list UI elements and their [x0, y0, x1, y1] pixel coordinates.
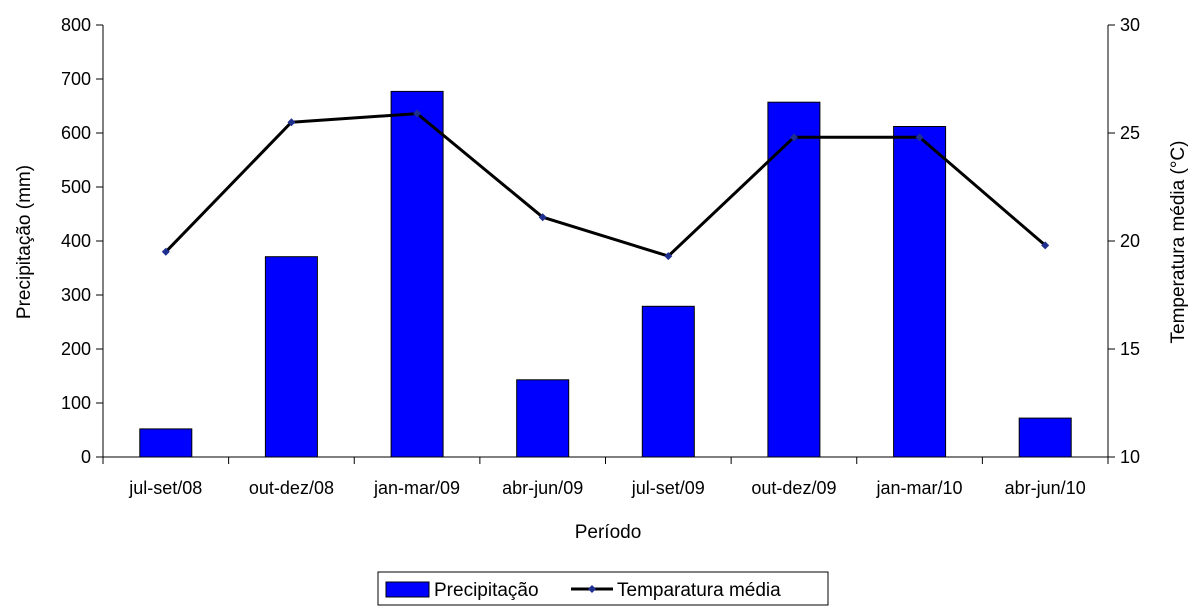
right-tick-label-0: 10: [1120, 447, 1140, 467]
bar-7: [1019, 418, 1071, 457]
bar-1: [265, 257, 317, 457]
x-tick-label-5: out-dez/09: [751, 478, 836, 498]
x-tick-label-3: abr-jun/09: [502, 478, 583, 498]
left-tick-label-5: 500: [61, 177, 91, 197]
legend-label-temperatura: Temparatura média: [617, 580, 781, 601]
left-tick-label-4: 400: [61, 231, 91, 251]
bar-6: [894, 127, 946, 458]
axes-layer: 0 100 200 300 400 500 600 700 800 10 15 20 25 30 jul-s…: [61, 15, 1140, 498]
x-tick-label-7: abr-jun/10: [1005, 478, 1086, 498]
bar-2: [391, 91, 443, 457]
left-tick-label-1: 100: [61, 393, 91, 413]
right-tick-label-3: 25: [1120, 123, 1140, 143]
bar-0: [140, 429, 192, 457]
left-tick-label-7: 700: [61, 69, 91, 89]
x-axis-title: Período: [575, 522, 642, 543]
left-tick-label-0: 0: [81, 447, 91, 467]
legend: Precipitação Temparatura média: [378, 572, 828, 605]
x-tick-label-4: jul-set/09: [631, 478, 705, 498]
left-tick-label-3: 300: [61, 285, 91, 305]
bar-3: [517, 380, 569, 457]
legend-bar-swatch: [386, 582, 429, 597]
right-tick-label-2: 20: [1120, 231, 1140, 251]
bar-4: [642, 306, 694, 457]
x-tick-label-2: jan-mar/09: [373, 478, 460, 498]
x-tick-label-1: out-dez/08: [249, 478, 334, 498]
right-tick-label-1: 15: [1120, 339, 1140, 359]
right-tick-label-4: 30: [1120, 15, 1140, 35]
x-tick-label-0: jul-set/08: [128, 478, 202, 498]
left-tick-label-2: 200: [61, 339, 91, 359]
legend-label-precipitacao: Precipitação: [434, 580, 539, 601]
x-tick-label-6: jan-mar/10: [876, 478, 963, 498]
left-axis-title: Precipitação (mm): [14, 165, 35, 319]
right-axis-title: Temperatura média (°C): [1168, 141, 1189, 344]
left-tick-label-6: 600: [61, 123, 91, 143]
left-tick-label-8: 800: [61, 15, 91, 35]
